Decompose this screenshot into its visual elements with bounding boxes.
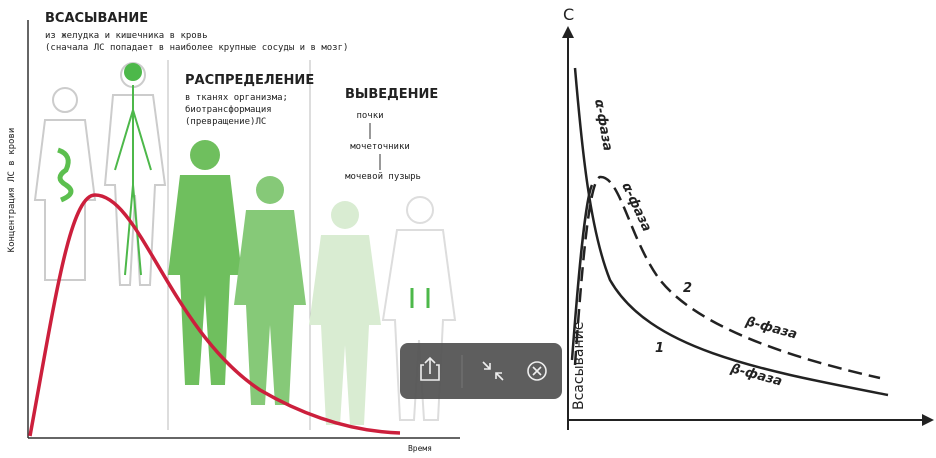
- distribution-text: биотрансформация: [185, 104, 272, 115]
- y-axis-label: C: [563, 5, 574, 24]
- screenshot: ВСАСЫВАНИЕ из желудка и кишечника в кров…: [0, 0, 936, 454]
- absorption-title: ВСАСЫВАНИЕ: [45, 11, 148, 26]
- elimination-step: мочевой пузырь: [345, 172, 421, 182]
- absorption-label: Всасывание: [571, 322, 587, 410]
- curve-1: [575, 68, 888, 395]
- brain: [124, 63, 142, 81]
- absorption-text: (сначала ЛС попадает в наиболее крупные …: [45, 42, 348, 53]
- figure: [105, 63, 165, 285]
- arrowhead: [562, 26, 574, 38]
- y-axis-label: Концентрация ЛС в крови: [7, 128, 17, 253]
- kidneys: [412, 288, 428, 308]
- x-axis-label: Время: [408, 444, 432, 453]
- toolbar: [400, 343, 562, 399]
- elimination-step: мочеточники: [350, 142, 410, 152]
- arrowhead: [922, 414, 934, 426]
- elimination-step: почки: [356, 111, 383, 121]
- curve-label: 1: [655, 341, 664, 356]
- page: {"left_diagram": { "absorption": {"title…: [0, 0, 936, 454]
- distribution-text: (превращение)ЛС: [185, 117, 266, 127]
- figure: [234, 176, 306, 405]
- curve-label: 2: [683, 281, 692, 296]
- distribution-title: РАСПРЕДЕЛЕНИЕ: [185, 73, 314, 88]
- elimination-title: ВЫВЕДЕНИЕ: [345, 87, 438, 102]
- phase-label: α-фаза: [591, 98, 615, 152]
- figure: [309, 201, 381, 425]
- curve-2: [575, 177, 880, 378]
- distribution-text: в тканях организма;: [185, 93, 288, 103]
- figure: [168, 140, 242, 385]
- intestine: [58, 150, 71, 200]
- absorption-text: из желудка и кишечника в кровь: [45, 31, 208, 41]
- left-diagram: ВСАСЫВАНИЕ из желудка и кишечника в кров…: [7, 11, 460, 453]
- right-diagram: C α-фаза α-фаза 2 1 β-фаза β-фаза Всасыв…: [562, 5, 934, 430]
